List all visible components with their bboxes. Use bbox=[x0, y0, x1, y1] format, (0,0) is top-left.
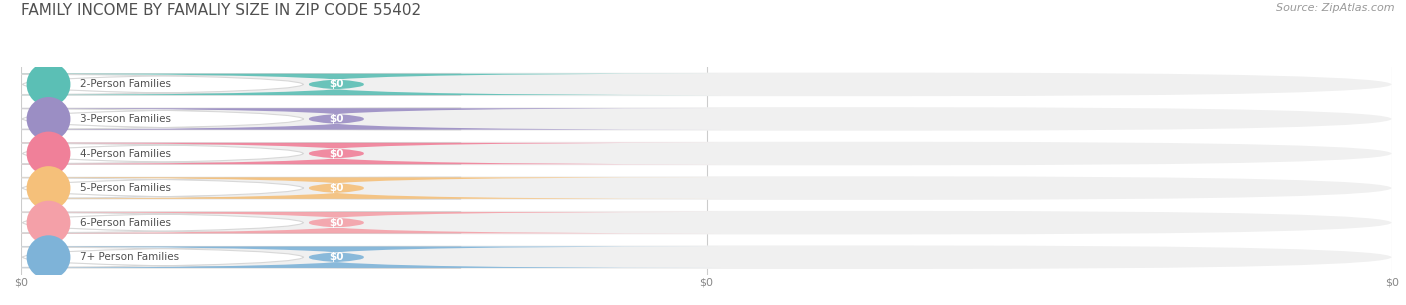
Text: $0: $0 bbox=[329, 149, 343, 159]
FancyBboxPatch shape bbox=[0, 178, 720, 199]
Ellipse shape bbox=[27, 201, 70, 245]
Text: FAMILY INCOME BY FAMALIY SIZE IN ZIP CODE 55402: FAMILY INCOME BY FAMALIY SIZE IN ZIP COD… bbox=[21, 3, 422, 18]
FancyBboxPatch shape bbox=[0, 246, 720, 268]
FancyBboxPatch shape bbox=[0, 178, 461, 199]
FancyBboxPatch shape bbox=[0, 143, 720, 164]
Text: $0: $0 bbox=[329, 114, 343, 124]
FancyBboxPatch shape bbox=[0, 212, 720, 233]
Text: $0: $0 bbox=[329, 218, 343, 228]
Text: Source: ZipAtlas.com: Source: ZipAtlas.com bbox=[1277, 3, 1395, 13]
Text: $0: $0 bbox=[329, 252, 343, 262]
Ellipse shape bbox=[27, 63, 70, 106]
FancyBboxPatch shape bbox=[22, 211, 1392, 235]
FancyBboxPatch shape bbox=[22, 176, 1392, 200]
FancyBboxPatch shape bbox=[0, 246, 461, 268]
Ellipse shape bbox=[27, 235, 70, 279]
FancyBboxPatch shape bbox=[0, 74, 720, 95]
Ellipse shape bbox=[27, 166, 70, 210]
Text: 5-Person Families: 5-Person Families bbox=[80, 183, 172, 193]
FancyBboxPatch shape bbox=[22, 142, 1392, 165]
Text: $0: $0 bbox=[329, 79, 343, 89]
Text: 3-Person Families: 3-Person Families bbox=[80, 114, 172, 124]
Text: 2-Person Families: 2-Person Families bbox=[80, 79, 172, 89]
Ellipse shape bbox=[27, 131, 70, 175]
Text: $0: $0 bbox=[329, 183, 343, 193]
FancyBboxPatch shape bbox=[22, 107, 1392, 131]
FancyBboxPatch shape bbox=[22, 246, 1392, 269]
FancyBboxPatch shape bbox=[0, 143, 461, 164]
FancyBboxPatch shape bbox=[0, 108, 720, 130]
Ellipse shape bbox=[27, 97, 70, 141]
Text: 4-Person Families: 4-Person Families bbox=[80, 149, 172, 159]
FancyBboxPatch shape bbox=[0, 108, 461, 130]
FancyBboxPatch shape bbox=[0, 212, 461, 233]
Text: 6-Person Families: 6-Person Families bbox=[80, 218, 172, 228]
FancyBboxPatch shape bbox=[0, 74, 461, 95]
Text: 7+ Person Families: 7+ Person Families bbox=[80, 252, 179, 262]
FancyBboxPatch shape bbox=[22, 73, 1392, 96]
